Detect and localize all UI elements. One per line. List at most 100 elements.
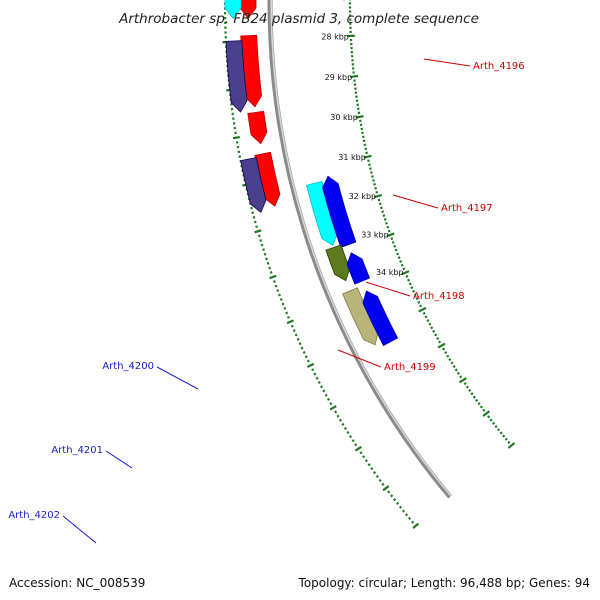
gene-arth-4202[interactable] (342, 287, 379, 346)
tick-mark (463, 382, 467, 386)
tick-mark (336, 414, 340, 418)
gene-arth-4201[interactable] (325, 244, 351, 282)
kbp-label: 28 kbp (321, 33, 349, 42)
tick-mark (266, 261, 270, 265)
tick-mark (436, 336, 440, 340)
tick-mark (459, 375, 463, 379)
tick-mark (393, 244, 397, 248)
tick-mark (398, 505, 403, 509)
gene-labels: Arth_4196 Arth_4197 Arth_4198 Arth_4199 Arth… (8, 58, 525, 544)
tick-mark (504, 437, 508, 441)
tick-mark (434, 333, 438, 337)
tick-mark (404, 513, 409, 517)
tick-mark (412, 289, 416, 293)
tick-mark (255, 225, 258, 229)
tick-mark (399, 260, 403, 263)
tick-mark (487, 415, 491, 419)
gene-slate-right-1[interactable] (225, 40, 248, 113)
gene-label[interactable]: Arth_4202 (8, 510, 60, 521)
label-connector (392, 194, 439, 209)
tick-mark (422, 311, 426, 315)
tick-marks (222, 0, 516, 529)
tick-mark (259, 239, 263, 242)
kbp-label: 32 kbp (349, 192, 377, 201)
gene-blue-left-1[interactable] (322, 175, 357, 248)
tick-mark (428, 322, 432, 326)
tick-mark (257, 234, 261, 238)
tick-mark (499, 431, 503, 435)
tick-mark (419, 304, 423, 308)
tick-mark (386, 225, 390, 229)
tick-mark (373, 471, 377, 475)
tick-mark (367, 159, 370, 163)
tick-mark (371, 175, 374, 178)
tick-mark (269, 274, 277, 280)
gene-label[interactable]: Arth_4196 (473, 61, 525, 72)
gene-slate-right-2[interactable] (240, 157, 267, 213)
tick-mark (349, 435, 353, 439)
tick-mark (489, 418, 493, 422)
tick-mark (317, 381, 321, 384)
tick-mark (286, 319, 294, 325)
tick-mark (417, 300, 421, 304)
tick-mark (265, 257, 268, 261)
tick-mark (378, 478, 382, 482)
tick-mark (385, 221, 388, 225)
tick-mark (400, 263, 404, 267)
tick-mark (276, 289, 280, 292)
tick-mark (482, 410, 491, 417)
gene-label[interactable]: Arth_4200 (102, 361, 154, 372)
kbp-label: 33 kbp (361, 230, 389, 239)
label-connector (62, 515, 97, 544)
gene-label[interactable]: Arth_4197 (441, 203, 493, 214)
tick-mark (283, 307, 287, 310)
tick-mark (252, 216, 256, 219)
tick-mark (338, 418, 342, 422)
gene-arth-4196[interactable] (239, 0, 257, 19)
gene-label[interactable]: Arth_4201 (51, 445, 103, 456)
tick-mark (355, 115, 364, 119)
tick-mark (359, 451, 363, 455)
tick-mark (287, 315, 290, 319)
tick-mark (369, 167, 372, 170)
tick-mark (334, 410, 338, 414)
tick-mark (383, 218, 387, 221)
tick-mark (458, 377, 467, 384)
kbp-labels: 27 kbp 28 kbp 29 kbp 30 kbp 31 kbp 32 kbp 33 k… (321, 0, 404, 277)
backbone (267, 0, 453, 499)
label-connector (365, 281, 411, 297)
gene-blue-left-2[interactable] (346, 252, 370, 285)
gene-features (224, 0, 398, 346)
tick-mark (477, 402, 481, 406)
tick-mark (448, 358, 452, 362)
tick-mark (502, 434, 506, 438)
tick-mark (507, 440, 511, 444)
tick-mark (382, 214, 386, 217)
tick-mark (415, 297, 419, 301)
tick-mark (377, 198, 381, 202)
tick-mark (290, 324, 294, 328)
tick-mark (387, 229, 391, 233)
tick-mark (324, 393, 328, 397)
gene-label[interactable]: Arth_4199 (384, 362, 436, 373)
label-connector (156, 366, 199, 390)
tick-mark (279, 298, 283, 301)
tick-mark (375, 190, 379, 194)
tick-mark (341, 422, 345, 426)
gene-cyan-right[interactable] (224, 0, 242, 20)
tick-mark (494, 424, 498, 429)
tick-mark (472, 395, 476, 399)
tick-mark (254, 229, 262, 234)
tick-mark (300, 346, 304, 350)
tick-mark (492, 421, 496, 425)
tick-mark (408, 282, 412, 286)
gene-blue-left-3[interactable] (362, 290, 398, 346)
gene-arth-4198[interactable] (247, 110, 268, 145)
tick-mark (263, 252, 267, 256)
tick-mark (362, 455, 366, 459)
tick-mark (363, 154, 372, 159)
tick-mark (424, 315, 428, 319)
tick-mark (395, 501, 400, 505)
gene-label[interactable]: Arth_4198 (413, 291, 465, 302)
